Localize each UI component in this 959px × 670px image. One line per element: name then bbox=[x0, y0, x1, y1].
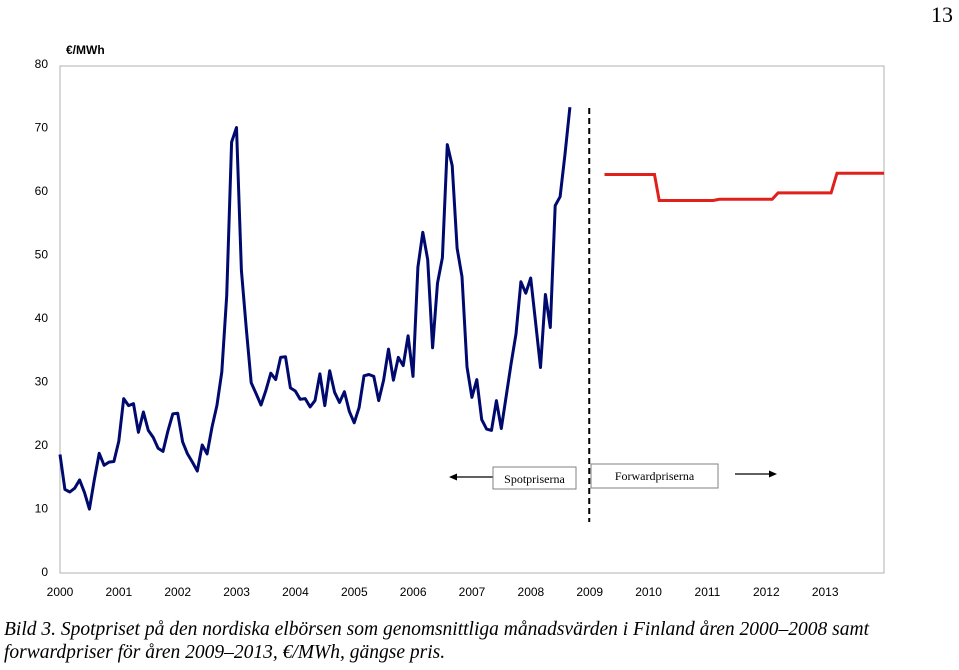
spot-price-series bbox=[58, 107, 572, 511]
x-tick-label: 2003 bbox=[223, 585, 250, 599]
y-tick-label: 50 bbox=[35, 248, 49, 262]
y-tick-label: 70 bbox=[35, 121, 49, 135]
x-tick-label: 2006 bbox=[400, 585, 427, 599]
x-tick-label: 2007 bbox=[459, 585, 486, 599]
legend-spot-label: Spotpriserna bbox=[504, 472, 565, 486]
x-tick-label: 2001 bbox=[106, 585, 133, 599]
caption-label: Bild 3. bbox=[4, 619, 56, 640]
y-tick-label: 40 bbox=[35, 311, 49, 325]
forward-price-series bbox=[604, 171, 884, 202]
plot-area bbox=[59, 65, 885, 574]
x-tick-label: 2008 bbox=[518, 585, 545, 599]
y-tick-label: 0 bbox=[41, 565, 48, 579]
y-tick-label: 10 bbox=[35, 502, 49, 516]
page-number: 13 bbox=[931, 2, 953, 27]
figure-caption: Bild 3. Spotpriset på den nordiska elbör… bbox=[4, 618, 954, 664]
y-axis: 0 10 20 30 40 50 60 70 80 bbox=[35, 57, 49, 579]
y-tick-label: 80 bbox=[35, 57, 49, 71]
x-tick-label: 2002 bbox=[164, 585, 191, 599]
legend: Spotpriserna Forwardpriserna bbox=[449, 463, 777, 490]
x-tick-label: 2004 bbox=[282, 585, 309, 599]
x-tick-label: 2012 bbox=[753, 585, 780, 599]
x-tick-label: 2010 bbox=[635, 585, 662, 599]
y-tick-label: 60 bbox=[35, 184, 49, 198]
x-tick-label: 2011 bbox=[695, 585, 721, 599]
unit-label: €/MWh bbox=[66, 43, 105, 57]
x-tick-label: 2005 bbox=[341, 585, 368, 599]
y-tick-label: 30 bbox=[35, 375, 49, 389]
x-tick-label: 2009 bbox=[576, 585, 603, 599]
y-tick-label: 20 bbox=[35, 438, 49, 452]
legend-right-arrowhead bbox=[769, 470, 777, 478]
legend-forward-box bbox=[590, 463, 719, 489]
legend-forward-label: Forwardpriserna bbox=[615, 469, 695, 483]
x-axis: 2000 2001 2002 2003 2004 2005 2006 2007 2008 2009… bbox=[47, 585, 839, 599]
legend-left-arrowhead bbox=[449, 473, 457, 481]
x-tick-label: 2013 bbox=[812, 585, 839, 599]
x-tick-label: 2000 bbox=[47, 585, 74, 599]
caption-text: Spotpriset på den nordiska elbörsen som … bbox=[4, 619, 870, 663]
legend-spot-box bbox=[492, 466, 577, 490]
